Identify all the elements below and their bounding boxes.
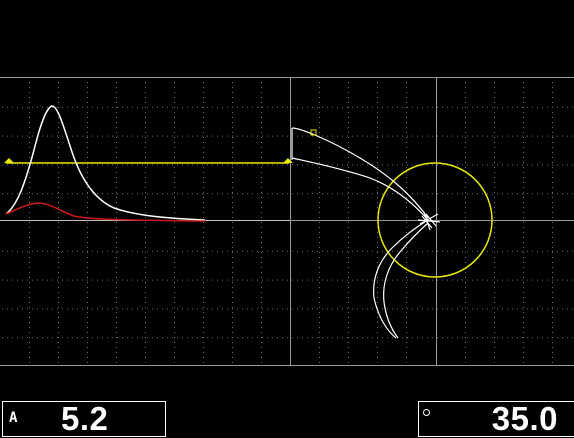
- strip-chart-trace-horizontal: [5, 202, 206, 222]
- amplitude-label: A: [9, 410, 18, 426]
- display-frame: [0, 77, 574, 366]
- phase-readout: 35.0: [418, 400, 574, 437]
- alarm-threshold[interactable]: [4, 158, 293, 164]
- impedance-plane-signal: [291, 127, 441, 339]
- signal-start-marker: [310, 129, 317, 136]
- amplitude-readout: A 5.2: [2, 400, 166, 437]
- grid-dots: [2, 82, 573, 363]
- alarm-circle-gate[interactable]: [377, 162, 493, 278]
- threshold-right-marker-icon[interactable]: [283, 158, 293, 163]
- amplitude-value: 5.2: [61, 400, 109, 437]
- phase-value: 35.0: [491, 400, 558, 437]
- strip-chart-trace-vertical: [5, 105, 206, 221]
- degree-icon: [423, 409, 430, 416]
- threshold-left-marker-icon[interactable]: [4, 158, 14, 163]
